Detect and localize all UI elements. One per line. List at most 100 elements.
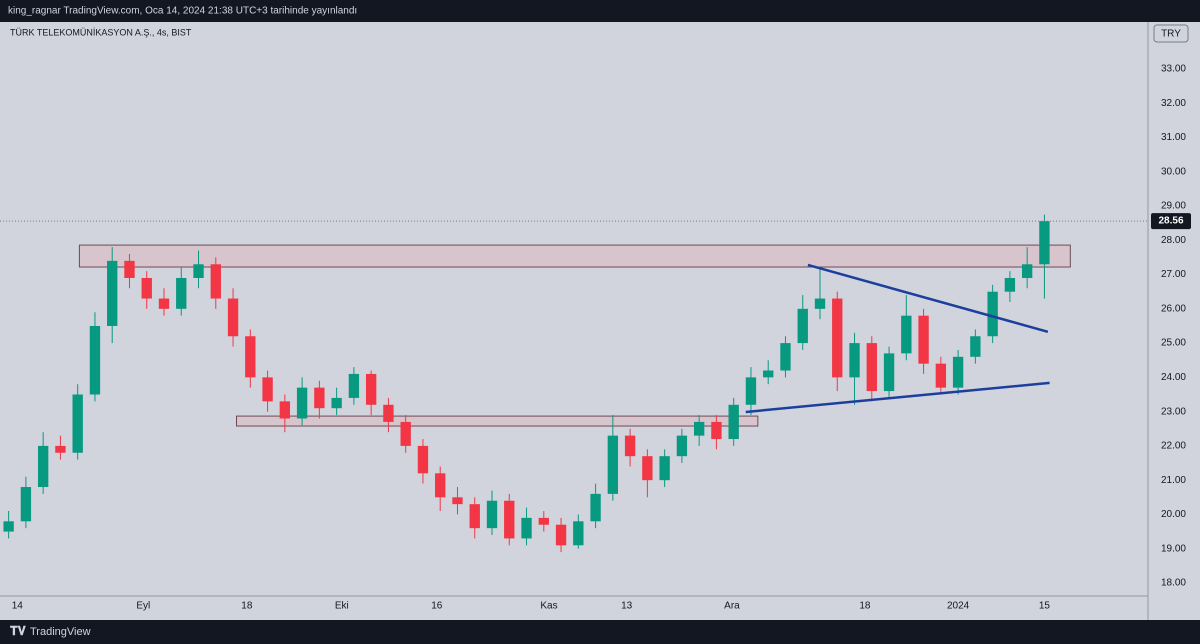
candle-body xyxy=(952,356,964,388)
candle-body xyxy=(331,397,342,409)
x-tick-label: 18 xyxy=(859,601,871,612)
candle-body xyxy=(435,473,446,498)
candle-body xyxy=(486,500,498,529)
candle-body xyxy=(400,421,411,446)
y-tick-label: 30.00 xyxy=(1161,166,1186,177)
x-tick-label: 2024 xyxy=(947,601,970,612)
candle-body xyxy=(504,500,515,539)
candle-body xyxy=(158,298,170,309)
candle-body xyxy=(693,421,705,436)
candle-body xyxy=(728,404,739,440)
candle-body xyxy=(883,353,895,392)
candle-body xyxy=(521,517,532,539)
candle-body xyxy=(20,487,32,522)
candle-body xyxy=(107,260,118,326)
header: king_ragnar TradingView.com, Oca 14, 202… xyxy=(8,6,357,17)
currency-box xyxy=(1153,24,1189,43)
y-tick-label: 21.00 xyxy=(1161,475,1186,486)
footer-logo: 𝐓𝐕 xyxy=(10,624,27,638)
footer: TradingView xyxy=(30,626,91,638)
candle-body xyxy=(745,377,757,405)
y-tick-label: 31.00 xyxy=(1161,132,1186,143)
candle-body xyxy=(970,336,981,357)
y-tick-label: 25.00 xyxy=(1161,338,1186,349)
candle-body xyxy=(797,308,808,344)
candle-body xyxy=(452,497,463,505)
trend-line xyxy=(745,381,1050,414)
footer-bar xyxy=(0,620,1200,644)
y-tick-label: 18.00 xyxy=(1161,578,1186,589)
y-tick-label: 32.00 xyxy=(1161,98,1186,109)
candle-body xyxy=(642,456,653,481)
x-tick-label: Eki xyxy=(335,601,349,612)
candle-body xyxy=(245,336,256,378)
x-tick-label: 16 xyxy=(431,601,443,612)
trend-line xyxy=(807,263,1049,333)
last-price-box xyxy=(1151,213,1191,230)
candle-body xyxy=(124,260,135,278)
candle-body xyxy=(935,363,947,388)
y-tick-label: 24.00 xyxy=(1161,372,1186,383)
x-tick-label: Ara xyxy=(724,601,740,612)
candle-body xyxy=(37,445,49,488)
candle-body xyxy=(227,298,239,337)
candle-body xyxy=(55,445,66,453)
candle-body xyxy=(814,298,826,309)
candle-body xyxy=(676,435,688,457)
candle-body xyxy=(987,291,998,337)
candle-body xyxy=(711,421,722,440)
candle-body xyxy=(469,504,480,529)
plot: 18.00 19.00 20.00 21.00 22.00 23.00 24.00 25.00… xyxy=(0,64,1191,612)
x-tick-label: 14 xyxy=(12,601,24,612)
candle-body xyxy=(659,456,670,481)
candle-body xyxy=(607,435,619,494)
y-tick-label: 26.00 xyxy=(1161,303,1186,314)
candle-body xyxy=(417,445,429,474)
currency: TRY xyxy=(1161,29,1181,40)
candle-body xyxy=(1039,221,1050,265)
candle-body xyxy=(555,524,567,546)
y-tick-label: 29.00 xyxy=(1161,201,1186,212)
candle-body xyxy=(279,401,291,419)
x-tick-label: 18 xyxy=(241,601,253,612)
y-tick-label: 20.00 xyxy=(1161,509,1186,520)
candle-body xyxy=(918,315,929,364)
x-tick-label: Kas xyxy=(540,601,557,612)
candle-body xyxy=(624,435,636,457)
candle-body xyxy=(262,377,273,402)
chart-title: TÜRK TELEKOMÜNİKASYON A.Ş., 4s, BIST xyxy=(10,27,192,37)
x-tick-label: Eyl xyxy=(136,601,150,612)
candle-body xyxy=(1004,277,1016,292)
y-tick-label: 27.00 xyxy=(1161,269,1186,280)
candle-body xyxy=(365,373,377,405)
candle-body xyxy=(866,343,877,392)
y-tick-label: 19.00 xyxy=(1161,543,1186,554)
candle-body xyxy=(141,277,152,299)
candle-body xyxy=(348,373,360,398)
y-tick-label: 33.00 xyxy=(1161,64,1186,75)
candle-body xyxy=(780,343,791,371)
y-tick-label: 28.00 xyxy=(1161,235,1186,246)
candle-body xyxy=(210,264,221,299)
candle-body xyxy=(538,517,549,525)
candle-body xyxy=(832,298,843,378)
x-tick-label: 13 xyxy=(621,601,633,612)
candle-body xyxy=(296,387,308,419)
price-zone xyxy=(78,244,1071,268)
candle-body xyxy=(590,493,601,522)
candle-body xyxy=(763,370,774,378)
y-tick-label: 22.00 xyxy=(1161,441,1186,452)
header-bar xyxy=(0,0,1200,22)
candle-body xyxy=(176,277,187,309)
candle-body xyxy=(1021,264,1033,278)
candle-body xyxy=(314,387,325,409)
x-tick-label: 15 xyxy=(1039,601,1051,612)
candle-body xyxy=(573,521,584,546)
y-tick-label: 23.00 xyxy=(1161,406,1186,417)
candle-body xyxy=(72,394,83,453)
candle-body xyxy=(901,315,912,354)
last-price-label: 28.56 xyxy=(1158,216,1183,227)
candle-body xyxy=(193,264,204,278)
